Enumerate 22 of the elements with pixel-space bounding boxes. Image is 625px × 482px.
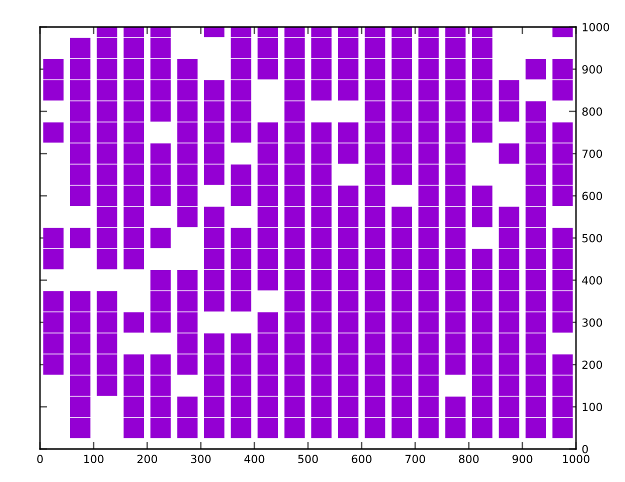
y-tick-label: 200: [582, 360, 602, 369]
x-tick-label: 200: [137, 454, 158, 464]
y-tick-label: 400: [582, 276, 602, 285]
x-tick-label: 300: [191, 454, 211, 464]
x-tick-label: 400: [244, 454, 264, 464]
x-tick-label: 600: [352, 454, 372, 464]
y-tick-label: 500: [582, 234, 602, 242]
x-tick-label: 1000: [563, 454, 590, 464]
y-tick-label: 800: [582, 107, 602, 116]
x-tick-label: 100: [84, 454, 104, 464]
y-tick-label: 0: [582, 444, 588, 454]
x-tick-label: 800: [458, 454, 479, 464]
x-tick-label: 900: [512, 454, 532, 464]
y-tick-label: 100: [582, 402, 602, 412]
x-tick-label: 700: [406, 454, 426, 464]
x-tick-label: 0: [37, 454, 43, 464]
x-tick-label: 500: [298, 454, 318, 464]
y-tick-label: 600: [582, 192, 602, 200]
y-tick-label: 1000: [582, 22, 610, 32]
y-tick-label: 700: [582, 150, 602, 158]
y-tick-label: 900: [582, 65, 602, 74]
y-tick-label: 300: [582, 318, 602, 327]
